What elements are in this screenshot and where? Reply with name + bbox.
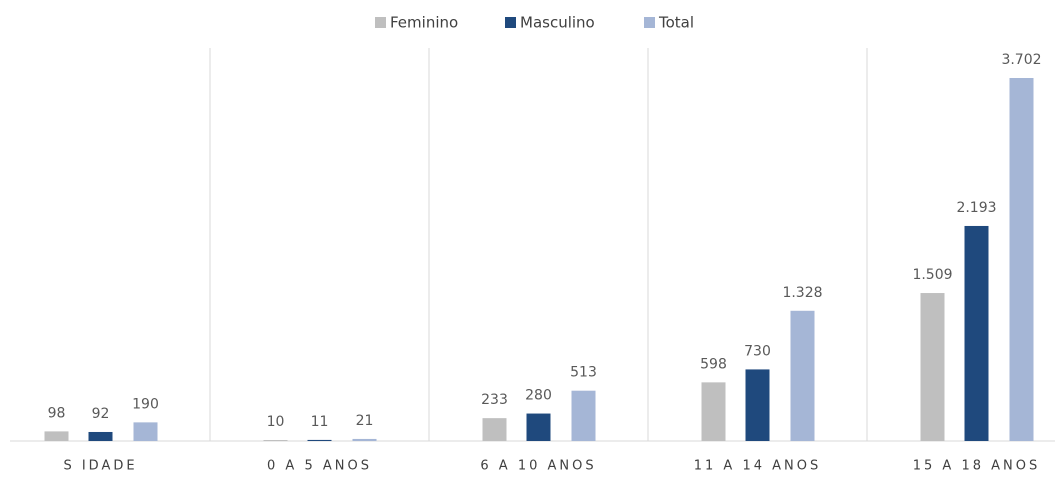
legend-label: Total: [658, 14, 694, 32]
bar: [920, 293, 945, 441]
value-label: 92: [92, 406, 110, 422]
bar: [526, 413, 551, 441]
x-tick-label: 0 A 5 ANOS: [267, 459, 372, 474]
x-tick-label: S IDADE: [63, 459, 137, 474]
legend-swatch: [505, 17, 516, 28]
bar: [964, 225, 989, 441]
bar: [352, 438, 377, 441]
value-label: 2.193: [956, 200, 996, 216]
value-label: 280: [525, 388, 552, 404]
value-label: 190: [132, 396, 159, 412]
legend-swatch: [644, 17, 655, 28]
bar: [482, 418, 507, 441]
value-label: 598: [700, 356, 727, 372]
bar: [263, 440, 288, 441]
bar: [571, 390, 596, 441]
x-tick-label: 15 A 18 ANOS: [913, 459, 1040, 474]
value-label: 233: [481, 392, 508, 408]
legend-label: Feminino: [390, 14, 458, 32]
x-tick-label: 6 A 10 ANOS: [480, 459, 596, 474]
value-label: 3.702: [1001, 52, 1041, 68]
bar: [307, 439, 332, 441]
legend-swatch: [375, 17, 386, 28]
bar: [1009, 78, 1034, 441]
bar: [790, 310, 815, 441]
value-label: 1.328: [782, 285, 822, 301]
value-label: 10: [267, 414, 285, 430]
value-label: 21: [356, 413, 374, 429]
value-label: 11: [311, 414, 329, 430]
x-tick-label: 11 A 14 ANOS: [694, 459, 821, 474]
bar: [44, 431, 69, 441]
bar: [745, 369, 770, 441]
bar: [701, 382, 726, 441]
value-label: 98: [48, 405, 66, 421]
value-label: 513: [570, 365, 597, 381]
legend-label: Masculino: [520, 14, 595, 32]
bar: [133, 422, 158, 441]
bar: [88, 431, 113, 441]
value-label: 730: [744, 343, 771, 359]
value-label: 1.509: [912, 267, 952, 283]
